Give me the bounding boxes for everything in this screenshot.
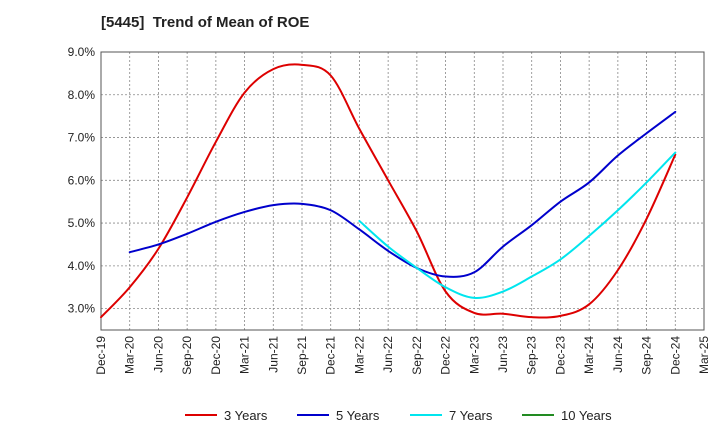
x-tick-label: Dec-23 <box>553 336 567 375</box>
series-line <box>128 110 677 278</box>
x-axis-tick-labels: Dec-19 Mar-20 Jun-20 Sep-20 Dec-20 Mar-21 Jun-… <box>94 336 711 375</box>
x-tick-label: Sep-23 <box>525 336 539 375</box>
x-tick-label: Mar-21 <box>238 336 252 374</box>
x-tick-label: Mar-24 <box>582 336 596 374</box>
y-tick-label: 8.0% <box>68 88 96 102</box>
x-tick-label: Sep-24 <box>640 336 654 375</box>
x-tick-label: Jun-22 <box>381 336 395 373</box>
y-tick-label: 7.0% <box>68 131 96 145</box>
x-tick-label: Mar-22 <box>352 336 366 374</box>
y-tick-label: 5.0% <box>68 216 96 230</box>
series-line <box>358 151 677 299</box>
x-tick-label: Dec-22 <box>439 336 453 375</box>
legend-label: 7 Years <box>449 408 493 423</box>
legend: 3 Years 5 Years 7 Years 10 Years <box>185 408 612 423</box>
series-line <box>100 63 677 319</box>
x-tick-label: Dec-19 <box>94 336 108 375</box>
y-tick-label: 6.0% <box>68 173 96 187</box>
y-tick-label: 9.0% <box>68 45 96 59</box>
chart-title: [5445] Trend of Mean of ROE <box>101 14 310 31</box>
x-tick-label: Mar-23 <box>467 336 481 374</box>
y-tick-label: 3.0% <box>68 302 96 316</box>
x-tick-label: Jun-24 <box>611 336 625 373</box>
y-axis-tick-labels: 3.0% 4.0% 5.0% 6.0% 7.0% 8.0% 9.0% <box>68 45 96 316</box>
x-tick-label: Sep-20 <box>180 336 194 375</box>
plot-area-frame <box>100 51 705 331</box>
grid-lines <box>101 52 704 330</box>
x-tick-label: Mar-20 <box>123 336 137 374</box>
x-tick-label: Jun-20 <box>151 336 165 373</box>
x-tick-label: Dec-20 <box>209 336 223 375</box>
x-tick-label: Sep-22 <box>410 336 424 375</box>
y-tick-label: 4.0% <box>68 259 96 273</box>
legend-label: 10 Years <box>561 408 612 423</box>
x-tick-label: Jun-21 <box>266 336 280 373</box>
x-tick-label: Dec-21 <box>324 336 338 375</box>
x-tick-label: Sep-21 <box>295 336 309 375</box>
series-lines <box>100 63 677 319</box>
legend-label: 5 Years <box>336 408 380 423</box>
x-tick-label: Dec-24 <box>668 336 682 375</box>
x-tick-label: Jun-23 <box>496 336 510 373</box>
legend-label: 3 Years <box>224 408 268 423</box>
x-tick-label: Mar-25 <box>697 336 711 374</box>
